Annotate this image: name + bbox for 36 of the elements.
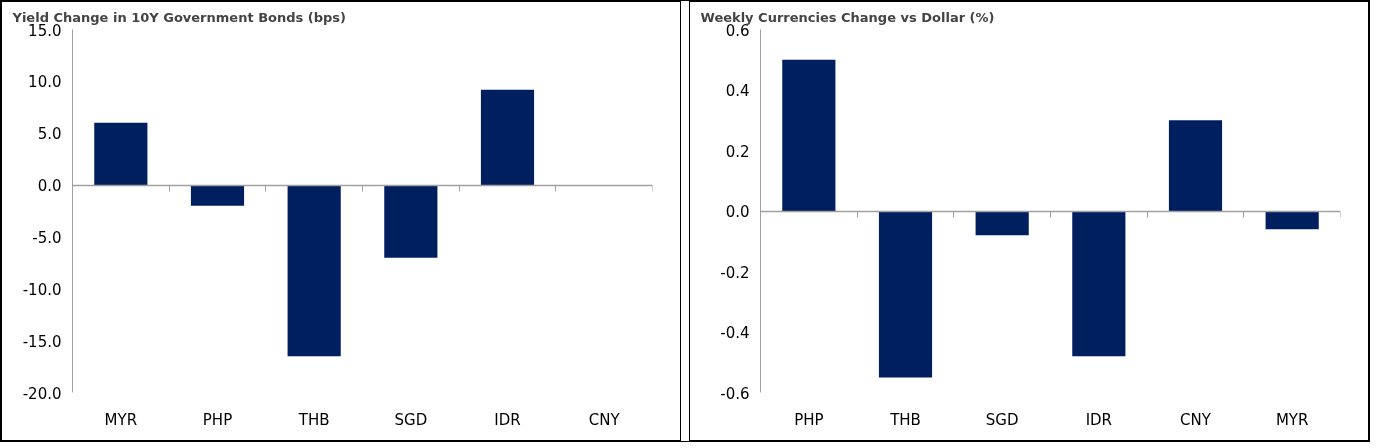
y-tick-label: 0.0 <box>725 203 750 221</box>
x-tick-label: PHP <box>794 410 824 429</box>
bar <box>1265 211 1319 230</box>
x-tick-label: CNY <box>588 410 621 429</box>
x-tick-label: THB <box>297 410 330 429</box>
x-tick-label: MYR <box>1275 410 1309 429</box>
x-tick-label: MYR <box>104 410 138 429</box>
x-tick-label: IDR <box>1085 410 1113 429</box>
bar <box>480 89 535 186</box>
x-tick-label: SGD <box>985 410 1019 429</box>
bar <box>975 211 1029 236</box>
x-tick-label: SGD <box>394 410 428 429</box>
y-tick-label: -0.2 <box>720 263 750 282</box>
bar <box>1072 211 1126 357</box>
bar <box>782 59 836 211</box>
bar <box>1168 120 1223 211</box>
bar <box>287 185 341 357</box>
y-tick-label: -20.0 <box>22 384 62 403</box>
bar <box>878 211 933 378</box>
y-tick-label: 0.0 <box>37 177 62 196</box>
y-tick-label: -5.0 <box>32 228 62 247</box>
y-tick-label: -0.6 <box>720 384 750 403</box>
y-tick-label: -0.4 <box>720 324 750 342</box>
x-tick-label: CNY <box>1180 410 1212 429</box>
x-tick-label: IDR <box>494 410 521 429</box>
bar <box>190 185 245 206</box>
y-tick-label: 5.0 <box>37 125 62 144</box>
bar <box>94 122 148 186</box>
y-tick-label: -10.0 <box>22 280 62 299</box>
y-tick-label: 0.2 <box>725 142 750 161</box>
y-tick-label: 10.0 <box>28 73 62 92</box>
x-tick-label: THB <box>889 410 921 429</box>
y-tick-label: 0.4 <box>725 82 750 100</box>
bar <box>384 185 438 258</box>
x-tick-label: PHP <box>202 410 233 429</box>
y-tick-label: -15.0 <box>22 332 62 351</box>
